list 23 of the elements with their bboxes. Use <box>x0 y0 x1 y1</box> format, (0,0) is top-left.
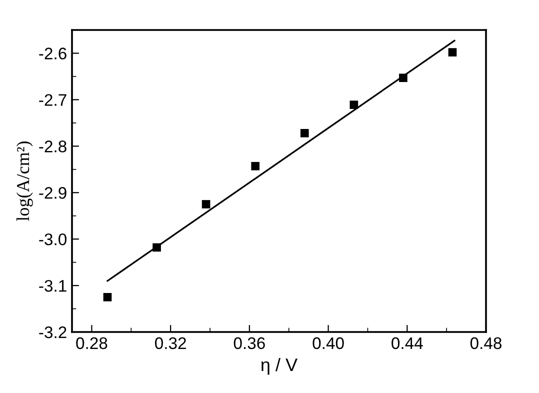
point <box>448 48 457 56</box>
x-tick-label: 0.44 <box>392 337 423 350</box>
point <box>103 292 112 302</box>
x-tick-label: 0.48 <box>470 337 502 350</box>
point <box>300 128 309 138</box>
point <box>399 74 408 82</box>
x-tick-label: 0.36 <box>234 337 265 350</box>
y-tick-label: -2.9 <box>39 187 66 199</box>
point <box>251 162 260 170</box>
y-tick-label: -3.1 <box>39 280 66 292</box>
x-tick-label: 0.40 <box>312 337 344 350</box>
y-tick-label: -2.7 <box>39 94 66 106</box>
x-tick-label: 0.28 <box>76 337 108 350</box>
y-tick-label: -2.8 <box>39 140 66 152</box>
x-axis-title: η / V <box>261 358 298 375</box>
y-tick-label: -3.2 <box>39 326 66 338</box>
x-tick-label: 0.32 <box>155 337 186 350</box>
point <box>350 100 358 109</box>
y-tick-label: -3.0 <box>39 233 66 246</box>
y-tick-label: -2.6 <box>39 48 66 60</box>
point <box>202 200 210 208</box>
point <box>152 243 161 252</box>
y-axis-title: log(A/cm²) <box>16 141 33 221</box>
